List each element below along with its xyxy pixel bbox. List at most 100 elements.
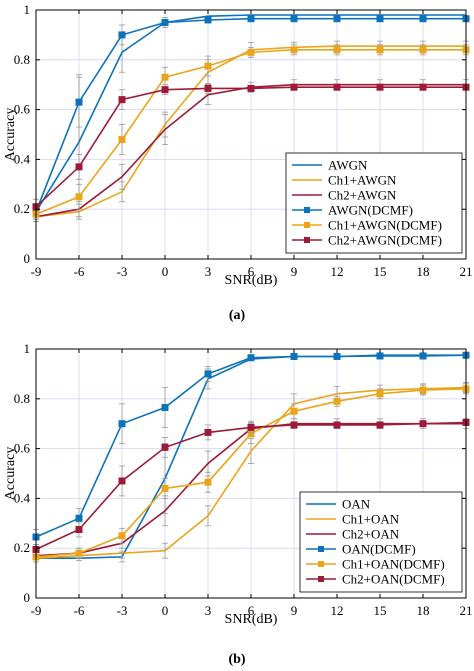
data-point — [333, 15, 341, 23]
legend-marker — [318, 546, 324, 552]
legend-marker — [318, 561, 324, 567]
data-point — [376, 83, 384, 91]
legend-marker — [304, 222, 310, 228]
legend-label: AWGN — [328, 158, 368, 173]
series-line — [35, 14, 466, 213]
legend-item: Ch2+OAN(DCMF) — [306, 572, 445, 587]
x-tick-label: -6 — [74, 603, 85, 618]
x-tick-label: 12 — [331, 264, 344, 279]
legend-item: Ch1+OAN(DCMF) — [306, 557, 445, 572]
legend-label: Ch2+AWGN — [328, 188, 397, 203]
series-ch1-oan-dcmf- — [32, 383, 470, 563]
data-point — [419, 83, 427, 91]
x-axis-label: SNR(dB) — [225, 273, 278, 288]
x-tick-label: 9 — [291, 603, 298, 618]
data-point — [204, 428, 212, 436]
y-axis-label: Accuracy — [3, 108, 18, 162]
x-tick-label: -3 — [117, 264, 128, 279]
y-tick-label: 0.6 — [14, 102, 31, 117]
legend-marker — [318, 576, 324, 582]
data-point — [204, 62, 212, 70]
data-point — [161, 73, 169, 81]
legend-item: Ch2+AWGN(DCMF) — [292, 233, 442, 248]
legend-item: Ch2+OAN — [306, 527, 400, 542]
legend-marker — [304, 237, 310, 243]
panel-label: (a) — [229, 308, 246, 323]
data-point — [376, 15, 384, 23]
x-tick-label: 18 — [417, 264, 430, 279]
data-point — [419, 15, 427, 23]
x-tick-label: -9 — [31, 603, 42, 618]
data-point — [75, 163, 83, 171]
data-point — [290, 421, 298, 429]
legend-item: Ch2+AWGN — [292, 188, 397, 203]
data-point — [290, 15, 298, 23]
data-point — [376, 390, 384, 398]
legend-label: Ch1+OAN(DCMF) — [342, 557, 445, 572]
y-axis-ticks: 0 0.2 0.4 0.6 0.8 1 — [14, 2, 466, 266]
x-axis-ticks: -9 -6 -3 0 3 6 9 12 15 18 21 — [31, 349, 473, 618]
y-tick-label: 0.6 — [14, 441, 31, 456]
legend-label: OAN(DCMF) — [342, 542, 416, 557]
data-point — [75, 514, 83, 522]
y-tick-label: 0.8 — [14, 391, 30, 406]
x-tick-label: 0 — [162, 603, 169, 618]
y-tick-label: 1 — [24, 341, 31, 356]
series-oan-dcmf- — [32, 351, 470, 545]
legend-item: OAN — [306, 497, 371, 512]
y-axis-ticks: 0 0.2 0.4 0.6 0.8 1 — [14, 341, 466, 605]
data-point — [75, 193, 83, 201]
x-tick-label: 3 — [205, 603, 212, 618]
data-point — [247, 15, 255, 23]
x-tick-label: 9 — [291, 264, 298, 279]
data-point — [290, 83, 298, 91]
data-point — [419, 46, 427, 54]
x-axis-label: SNR(dB) — [225, 612, 278, 627]
data-point — [204, 84, 212, 92]
data-point — [118, 135, 126, 143]
series-line — [35, 386, 467, 559]
data-point — [118, 31, 126, 39]
data-point — [118, 420, 126, 428]
x-tick-label: 0 — [162, 264, 169, 279]
data-point — [161, 443, 169, 451]
data-point — [75, 549, 83, 557]
legend-label: Ch2+OAN — [342, 527, 400, 542]
legend-item: AWGN(DCMF) — [292, 203, 413, 218]
data-point — [376, 46, 384, 54]
legend-label: AWGN(DCMF) — [328, 203, 413, 218]
chart-panel-a: -9 -6 -3 0 3 6 9 12 15 18 21 0 0.2 0.4 0.6 0.8 1 SNR(dB) A… — [3, 2, 473, 323]
data-point — [333, 397, 341, 405]
y-tick-label: 0.8 — [14, 52, 30, 67]
data-point — [376, 421, 384, 429]
y-tick-label: 0 — [24, 251, 31, 266]
legend-box — [285, 152, 463, 254]
legend-item: Ch1+AWGN — [292, 173, 397, 188]
legend-label: Ch2+AWGN(DCMF) — [328, 233, 442, 248]
data-point — [290, 407, 298, 415]
data-point — [161, 18, 169, 26]
data-point — [75, 526, 83, 534]
data-point — [161, 484, 169, 492]
x-tick-label: -6 — [74, 264, 85, 279]
data-point — [333, 46, 341, 54]
series-ch2-awgn-dcmf- — [32, 83, 470, 215]
data-point — [247, 354, 255, 362]
data-point — [204, 370, 212, 378]
legend-item: Ch1+OAN — [306, 512, 400, 527]
y-tick-label: 0.2 — [14, 201, 30, 216]
data-point — [376, 352, 384, 360]
data-point — [161, 86, 169, 94]
legend: AWGNCh1+AWGNCh2+AWGNAWGN(DCMF)Ch1+AWGN(D… — [285, 152, 463, 254]
legend-item: OAN(DCMF) — [306, 542, 416, 557]
data-point — [204, 478, 212, 486]
y-tick-label: 0 — [24, 590, 31, 605]
data-point — [161, 404, 169, 412]
data-point — [333, 352, 341, 360]
data-point — [247, 48, 255, 56]
legend-item: Ch1+AWGN(DCMF) — [292, 218, 442, 233]
x-tick-label: -9 — [31, 264, 42, 279]
legend-label: Ch2+OAN(DCMF) — [342, 572, 445, 587]
legend: OANCh1+OANCh2+OANOAN(DCMF)Ch1+OAN(DCMF)C… — [299, 491, 463, 593]
